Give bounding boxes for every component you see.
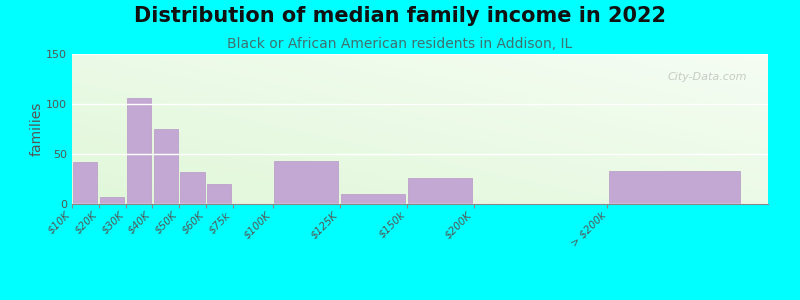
Bar [100, 197, 124, 204]
Bar [609, 171, 740, 204]
Y-axis label: families: families [30, 102, 43, 156]
Bar [274, 161, 338, 204]
Text: Distribution of median family income in 2022: Distribution of median family income in … [134, 6, 666, 26]
Bar [408, 178, 472, 204]
Bar [154, 129, 178, 204]
Bar [207, 184, 231, 204]
Bar [74, 162, 98, 204]
Text: Black or African American residents in Addison, IL: Black or African American residents in A… [227, 38, 573, 52]
Bar [181, 172, 205, 204]
Text: City-Data.com: City-Data.com [668, 72, 747, 82]
Bar [127, 98, 151, 204]
Bar [341, 194, 406, 204]
